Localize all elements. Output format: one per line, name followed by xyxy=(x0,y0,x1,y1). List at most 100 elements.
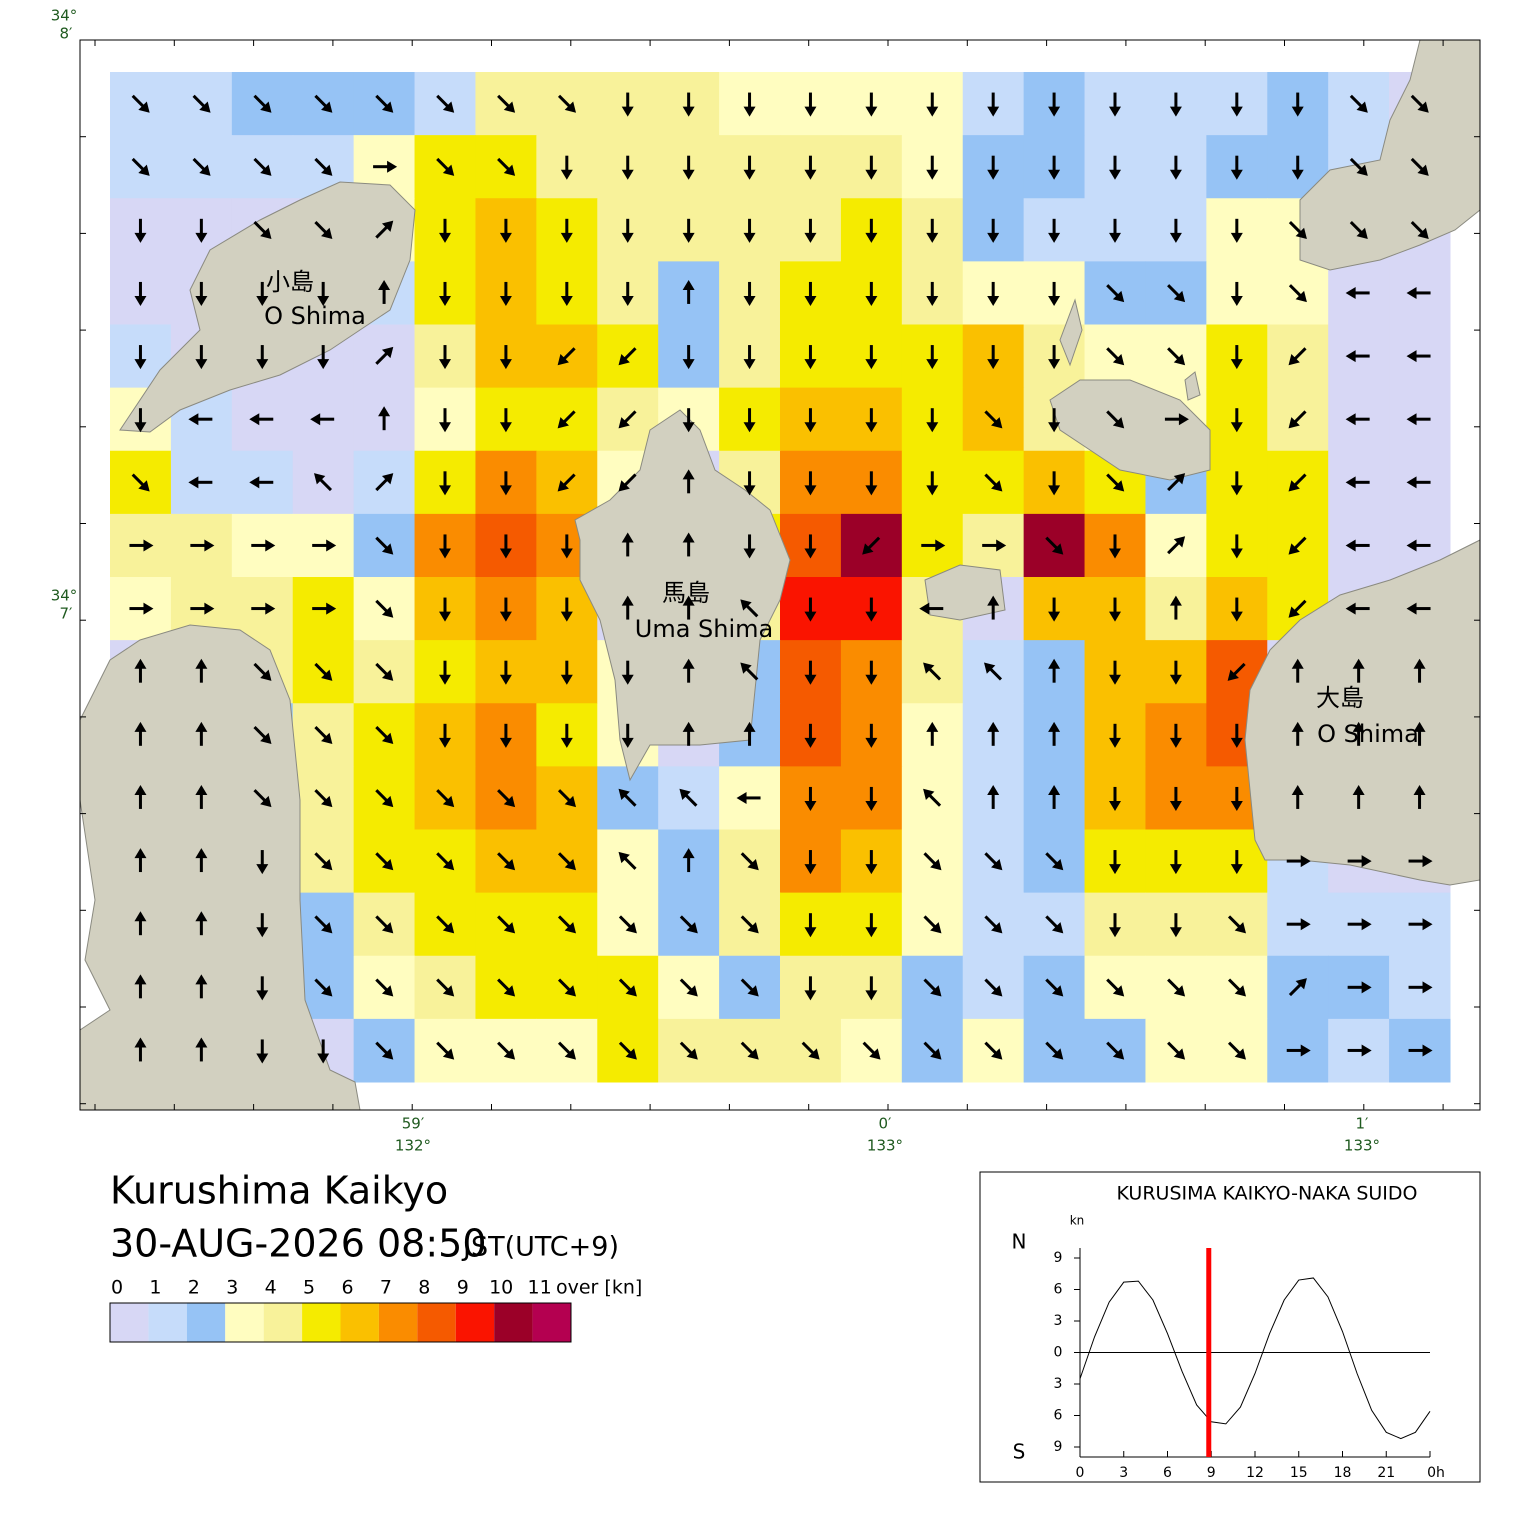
arrow-shaft xyxy=(618,1041,632,1055)
arrow-shaft xyxy=(984,1041,998,1055)
arrow-head xyxy=(260,732,272,745)
arrow-head xyxy=(930,985,942,997)
arrow-shaft xyxy=(436,852,449,865)
arrow-head xyxy=(560,548,573,559)
current-arrow xyxy=(1406,602,1431,615)
current-arrow xyxy=(375,94,394,113)
arrow-head xyxy=(865,800,878,811)
arrow-head xyxy=(439,548,451,559)
current-arrow xyxy=(1352,658,1365,683)
current-arrow xyxy=(499,471,512,496)
arrow-head xyxy=(1345,286,1356,299)
y-tick-label: 9 xyxy=(1054,1250,1063,1266)
current-arrow xyxy=(375,599,394,618)
current-arrow xyxy=(804,786,817,811)
arrow-head xyxy=(1345,602,1356,615)
arrow-shaft xyxy=(1410,94,1424,108)
arrow-shaft xyxy=(740,915,754,929)
arrow-head xyxy=(625,922,637,934)
arrow-shaft xyxy=(557,852,571,865)
current-arrow xyxy=(987,92,1000,117)
arrow-head xyxy=(682,721,695,732)
current-arrow xyxy=(499,534,512,559)
current-arrow xyxy=(1288,978,1307,997)
arrow-shaft xyxy=(1167,478,1180,492)
arrow-head xyxy=(1230,422,1243,433)
arrow-head xyxy=(265,602,276,615)
current-arrow xyxy=(129,539,154,552)
arrow-head xyxy=(865,737,878,748)
arrow-head xyxy=(618,353,630,366)
arrow-head xyxy=(503,858,516,871)
arrow-head xyxy=(1230,485,1243,496)
arrow-head xyxy=(381,985,394,997)
current-arrow xyxy=(1164,413,1189,426)
arrow-head xyxy=(134,848,147,859)
current-arrow xyxy=(436,852,455,871)
current-arrow xyxy=(804,723,817,748)
arrow-shaft xyxy=(1106,410,1119,424)
current-arrow xyxy=(497,915,516,934)
arrow-head xyxy=(1109,737,1121,748)
current-arrow xyxy=(131,473,150,492)
arrow-shaft xyxy=(1293,347,1307,360)
arrow-head xyxy=(387,160,398,173)
arrow-head xyxy=(804,359,817,370)
arrow-head xyxy=(621,232,634,243)
arrow-head xyxy=(249,476,260,489)
arrow-shaft xyxy=(436,157,449,171)
current-arrow xyxy=(256,976,269,1001)
current-arrow xyxy=(621,595,634,620)
arrow-shaft xyxy=(984,410,998,424)
arrow-head xyxy=(503,1048,516,1060)
legend-label: 4 xyxy=(265,1277,277,1299)
y-tick-label: 0 xyxy=(1054,1345,1063,1361)
current-arrow xyxy=(1230,786,1243,811)
arrow-head xyxy=(204,539,215,552)
arrow-head xyxy=(134,721,147,732)
current-arrow xyxy=(740,915,759,934)
current-arrow xyxy=(134,848,147,873)
arrow-shaft xyxy=(192,157,206,171)
current-arrow xyxy=(375,852,394,871)
arrow-shaft xyxy=(740,978,754,992)
arrow-head xyxy=(439,295,451,306)
title: Kurushima Kaikyo xyxy=(110,1169,448,1213)
arrow-head xyxy=(621,674,634,685)
current-arrow xyxy=(804,471,817,496)
current-arrow xyxy=(251,602,276,615)
current-arrow xyxy=(804,534,817,559)
current-arrow xyxy=(256,913,269,938)
arrow-head xyxy=(560,169,573,180)
arrow-head xyxy=(1234,922,1247,934)
arrow-shaft xyxy=(1045,1041,1058,1055)
arrow-head xyxy=(1230,106,1243,117)
current-arrow xyxy=(926,408,939,433)
current-arrow xyxy=(134,218,147,243)
arrow-head xyxy=(195,232,208,243)
arrow-head xyxy=(1230,800,1243,811)
current-arrow xyxy=(131,94,150,113)
current-arrow xyxy=(1288,473,1307,492)
arrow-head xyxy=(1406,350,1417,363)
arrow-shaft xyxy=(1106,978,1119,992)
arrow-head xyxy=(134,295,147,306)
arrow-head xyxy=(1169,595,1182,606)
current-arrow xyxy=(1227,662,1246,681)
current-arrow xyxy=(1286,855,1311,868)
current-arrow xyxy=(1169,660,1182,685)
arrow-head xyxy=(682,169,695,180)
current-arrow xyxy=(253,220,272,240)
arrow-head xyxy=(260,227,272,240)
current-arrow xyxy=(1169,155,1182,180)
arrow-head xyxy=(1051,1048,1064,1060)
arrow-head xyxy=(195,658,208,669)
current-arrow xyxy=(679,1041,698,1060)
lat-degree: 34° xyxy=(51,7,78,25)
current-arrow xyxy=(499,723,512,748)
arrow-head xyxy=(926,106,939,117)
arrow-shaft xyxy=(923,1041,937,1055)
current-arrow xyxy=(1291,92,1304,117)
current-arrow xyxy=(195,911,208,936)
current-arrow xyxy=(439,723,451,748)
